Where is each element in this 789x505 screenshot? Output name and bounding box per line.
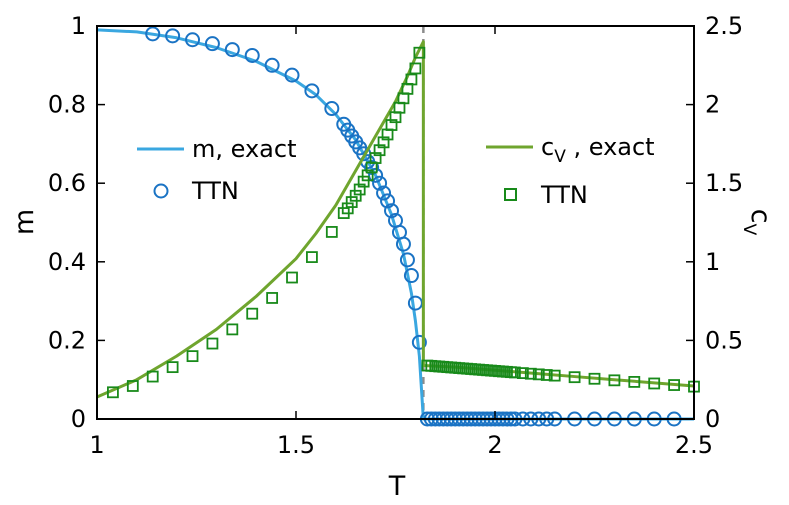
cv-ttn-point <box>369 152 382 164</box>
legend-cv-exact-label-sub: V <box>554 147 566 167</box>
cv-ttn-point <box>373 144 386 157</box>
cv-ttn-point <box>409 62 422 75</box>
cv-ttn-point <box>186 350 199 363</box>
legend-left: m, exact TTN <box>137 135 297 205</box>
x-tick-label: 1 <box>89 431 104 459</box>
y-left-tick-label: 0.8 <box>48 91 86 119</box>
legend-cv-exact-label-rest: , exact <box>566 133 655 161</box>
m-ttn-point <box>384 203 400 219</box>
m-ttn-point <box>407 295 423 311</box>
cv-ttn-point <box>146 370 159 383</box>
y-right-tick-label: 1 <box>705 248 720 276</box>
cv-ttn-point <box>107 386 119 399</box>
cv-ttn-point <box>393 101 406 114</box>
x-tick-label: 2.5 <box>675 431 713 459</box>
x-tick-label: 1.5 <box>277 431 315 459</box>
cv-ttn-point <box>588 372 601 385</box>
m-ttn-point <box>304 83 320 99</box>
m-ttn-point <box>403 268 419 284</box>
legend-m-ttn-label: TTN <box>191 177 239 205</box>
cv-ttn-point <box>413 46 426 59</box>
cv-ttn-point <box>568 371 581 384</box>
legend-cv-exact-label-base: c <box>541 133 554 161</box>
plot-frame <box>96 25 695 420</box>
m-ttn-point <box>204 36 220 52</box>
m-ttn-point <box>165 28 181 44</box>
m-ttn-point <box>376 185 392 201</box>
cv-ttn-point <box>349 189 362 202</box>
y-right-axis-title: cV <box>739 209 776 236</box>
cv-ttn-point <box>628 376 641 388</box>
m-ttn-point <box>364 159 380 175</box>
series-line-cv <box>96 40 695 399</box>
cv-ttn-point <box>361 169 374 182</box>
cv-ttn-point <box>246 307 259 320</box>
m-ttn-point <box>372 175 388 191</box>
cv-ttn-point <box>341 202 354 215</box>
cv-ttn-point <box>508 366 521 379</box>
m-ttn-point <box>395 236 411 252</box>
cv-ttn-point <box>266 292 279 304</box>
m-ttn-point <box>264 57 280 73</box>
m-ttn-point <box>380 193 396 209</box>
cv-ttn-point <box>306 251 318 263</box>
legend-right: cV , exact TTN <box>486 133 655 209</box>
y-right-tick-label: 0.5 <box>705 326 743 354</box>
y-right-axis-title-sub: V <box>739 224 759 236</box>
cv-ttn-point <box>405 73 418 86</box>
cv-ttn-point <box>385 119 398 131</box>
cv-ttn-point <box>286 271 298 284</box>
y-right-tick-label: 2.5 <box>705 12 743 40</box>
cv-ttn-point <box>345 196 358 208</box>
cv-ttn-point <box>540 369 553 381</box>
cv-ttn-point <box>648 377 661 390</box>
m-ttn-point <box>224 42 240 58</box>
m-ttn-point <box>399 252 415 268</box>
y-left-axis-title: m <box>9 209 40 235</box>
cv-ttn-point <box>516 367 529 379</box>
y-right-tick-label: 2 <box>705 91 720 119</box>
m-ttn-point <box>145 26 161 42</box>
y-left-tick-label: 0.4 <box>48 248 86 276</box>
cv-ttn-point <box>126 380 139 392</box>
legend-m-exact-label: m, exact <box>192 135 297 163</box>
m-ttn-point <box>368 167 384 183</box>
y-right-axis-title-base: c <box>745 209 776 224</box>
cv-ttn-point <box>548 369 561 382</box>
series-line-m <box>96 28 694 421</box>
m-ttn-point <box>185 32 201 48</box>
legend-cv-ttn-marker <box>504 188 517 201</box>
cv-ttn-point <box>325 226 338 238</box>
legend-m-ttn-marker <box>153 183 169 199</box>
cv-ttn-point <box>532 368 545 381</box>
x-axis-title: T <box>388 471 406 502</box>
y-left-tick-label: 1 <box>71 12 86 40</box>
cv-ttn-point <box>226 323 239 336</box>
m-ttn-point <box>324 101 340 117</box>
cv-ttn-point <box>206 337 219 350</box>
m-ttn-point <box>244 47 260 63</box>
y-right-tick-label: 1.5 <box>705 169 743 197</box>
y-left-tick-label: 0.2 <box>48 326 86 354</box>
x-tick-label: 2 <box>487 431 502 459</box>
cv-ttn-point <box>524 367 537 380</box>
cv-ttn-point <box>608 374 621 387</box>
y-right-tick-label: 0 <box>705 405 720 433</box>
plot-layer <box>96 26 700 427</box>
cv-ttn-point <box>353 183 366 196</box>
y-left-tick-label: 0 <box>71 405 86 433</box>
cv-ttn-point <box>668 379 680 391</box>
legend-cv-exact-label: cV , exact <box>541 133 655 167</box>
cv-ttn-point <box>357 175 370 188</box>
cv-ttn-point <box>166 361 179 374</box>
legend-cv-ttn-label: TTN <box>540 181 588 209</box>
m-ttn-point <box>284 67 300 83</box>
cv-ttn-point <box>377 136 390 149</box>
m-ttn-point <box>411 334 427 350</box>
y-left-tick-label: 0.6 <box>48 169 86 197</box>
